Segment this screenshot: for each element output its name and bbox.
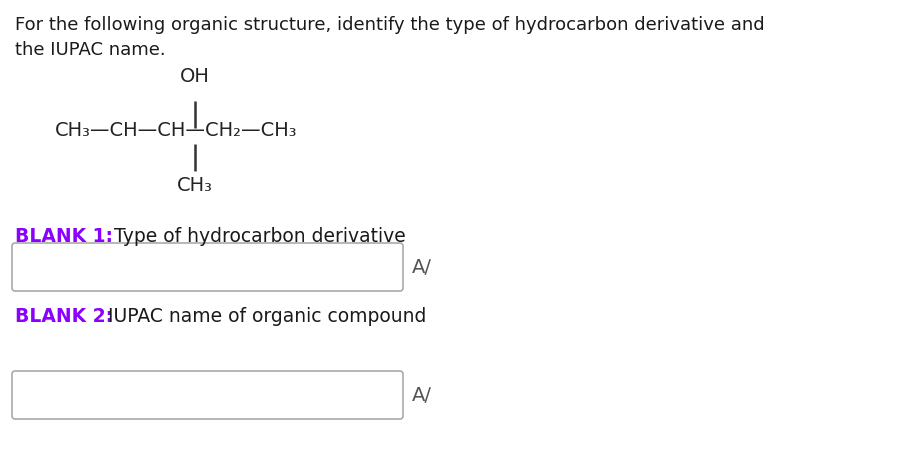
Text: CH₃: CH₃ [177,176,213,195]
Text: BLANK 1:: BLANK 1: [15,227,113,246]
FancyBboxPatch shape [12,371,403,419]
Text: A∕: A∕ [412,386,432,405]
Text: IUPAC name of organic compound: IUPAC name of organic compound [102,307,427,326]
Text: CH₃—CH—CH—CH₂—CH₃: CH₃—CH—CH—CH₂—CH₃ [55,121,297,140]
Text: OH: OH [180,67,210,86]
Text: For the following organic structure, identify the type of hydrocarbon derivative: For the following organic structure, ide… [15,16,765,59]
Text: Type of hydrocarbon derivative: Type of hydrocarbon derivative [102,227,406,246]
Text: BLANK 2:: BLANK 2: [15,307,113,326]
FancyBboxPatch shape [12,243,403,291]
Text: A∕: A∕ [412,258,432,277]
